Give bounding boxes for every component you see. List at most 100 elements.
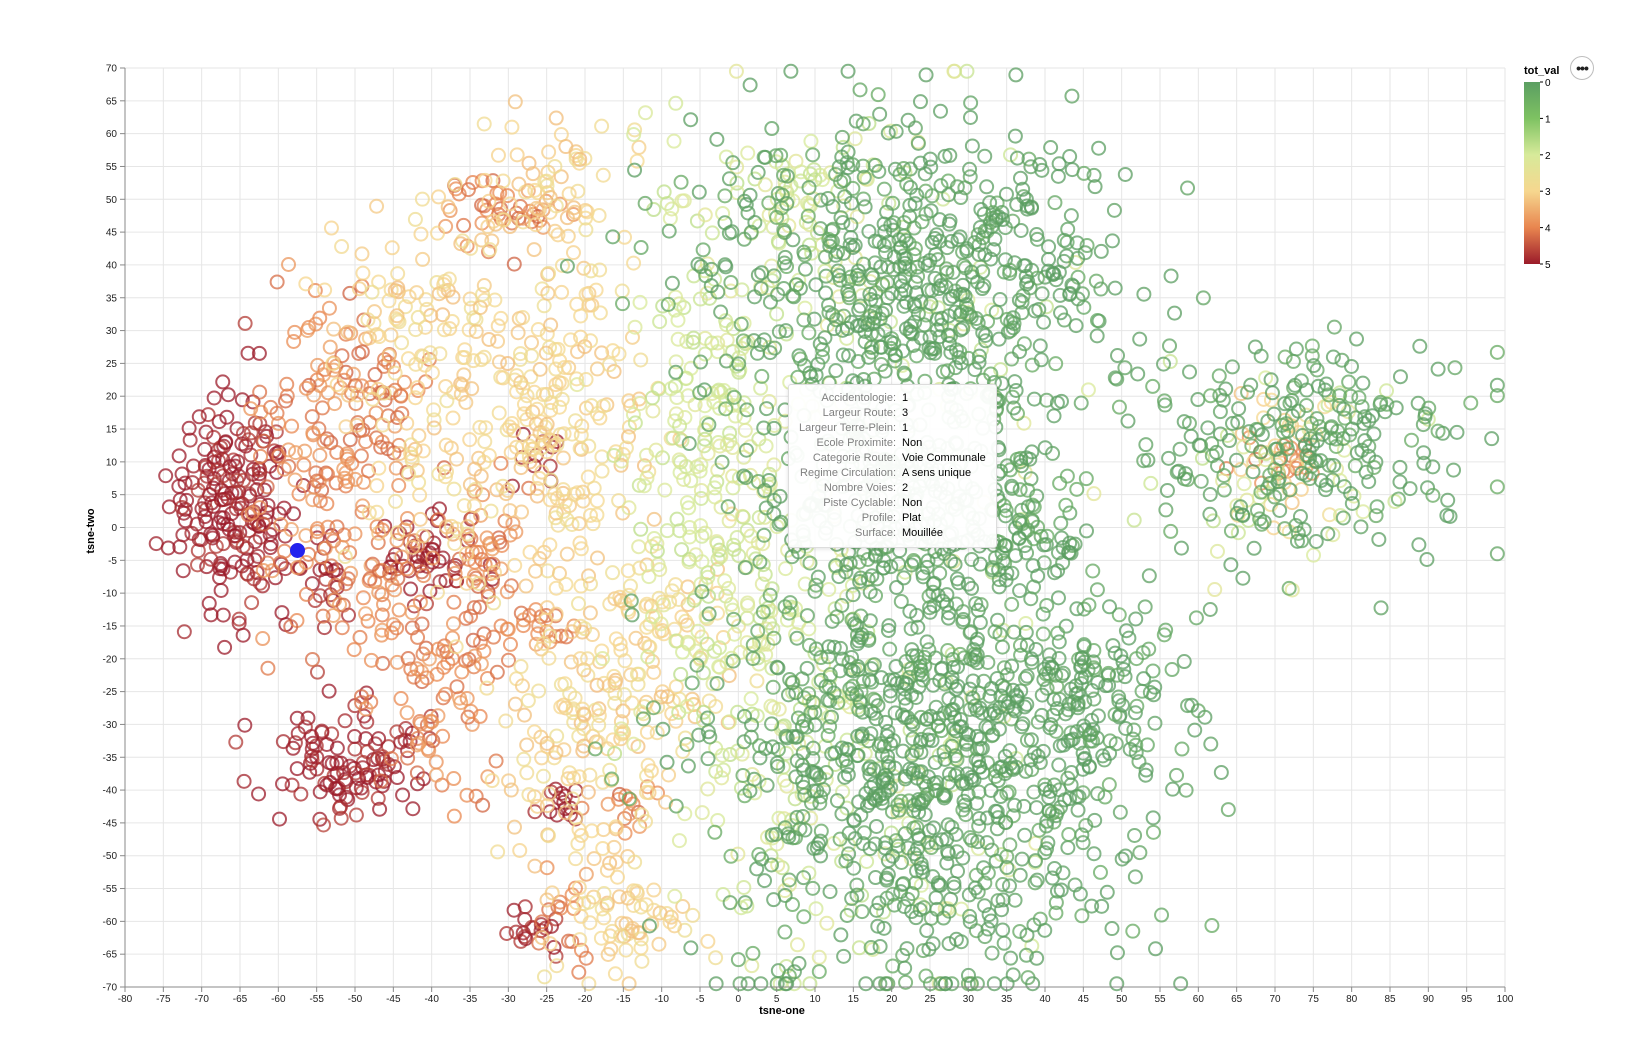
data-point[interactable] xyxy=(734,341,750,357)
data-point[interactable] xyxy=(329,519,345,535)
data-point[interactable] xyxy=(577,151,593,167)
data-point[interactable] xyxy=(466,310,482,326)
data-point[interactable] xyxy=(696,438,712,454)
data-point[interactable] xyxy=(721,513,737,529)
data-point[interactable] xyxy=(1193,473,1209,489)
data-point[interactable] xyxy=(472,599,488,615)
data-point[interactable] xyxy=(712,438,728,454)
data-point[interactable] xyxy=(675,899,691,915)
data-point[interactable] xyxy=(555,485,571,501)
data-point[interactable] xyxy=(878,244,894,260)
data-point[interactable] xyxy=(374,587,390,603)
data-point[interactable] xyxy=(673,666,689,682)
data-point[interactable] xyxy=(1005,389,1021,405)
data-point[interactable] xyxy=(425,550,441,566)
data-point[interactable] xyxy=(897,367,913,383)
data-point[interactable] xyxy=(751,847,767,863)
data-point[interactable] xyxy=(983,913,999,929)
data-point[interactable] xyxy=(695,242,711,258)
data-point[interactable] xyxy=(740,597,756,613)
data-point[interactable] xyxy=(363,652,379,668)
data-point[interactable] xyxy=(205,498,221,514)
data-point[interactable] xyxy=(629,666,645,682)
data-point[interactable] xyxy=(476,454,492,470)
data-point[interactable] xyxy=(400,750,416,766)
data-point[interactable] xyxy=(725,653,741,669)
data-point[interactable] xyxy=(751,510,767,526)
data-point[interactable] xyxy=(793,164,809,180)
data-point[interactable] xyxy=(604,771,620,787)
data-point[interactable] xyxy=(970,884,986,900)
data-point[interactable] xyxy=(596,675,612,691)
data-point[interactable] xyxy=(1335,510,1351,526)
data-point[interactable] xyxy=(968,867,984,883)
data-point[interactable] xyxy=(811,949,827,965)
data-point[interactable] xyxy=(729,159,745,175)
data-point[interactable] xyxy=(541,144,557,160)
data-point[interactable] xyxy=(1088,273,1104,289)
data-point[interactable] xyxy=(506,256,522,272)
data-point[interactable] xyxy=(698,609,714,625)
data-point[interactable] xyxy=(790,369,806,385)
data-point[interactable] xyxy=(991,331,1007,347)
data-point[interactable] xyxy=(652,314,668,330)
data-point[interactable] xyxy=(953,901,969,917)
data-point[interactable] xyxy=(729,175,745,191)
data-point[interactable] xyxy=(1078,471,1094,487)
data-point[interactable] xyxy=(1086,643,1102,659)
data-point[interactable] xyxy=(867,233,883,249)
data-point[interactable] xyxy=(1024,357,1040,373)
data-point[interactable] xyxy=(1200,420,1216,436)
data-point[interactable] xyxy=(796,690,812,706)
data-point[interactable] xyxy=(390,525,406,541)
data-point[interactable] xyxy=(361,330,377,346)
data-point[interactable] xyxy=(771,324,787,340)
data-point[interactable] xyxy=(710,335,726,351)
data-point[interactable] xyxy=(1182,364,1198,380)
data-point[interactable] xyxy=(873,357,889,373)
data-point[interactable] xyxy=(309,473,325,489)
data-point[interactable] xyxy=(499,925,515,941)
data-point[interactable] xyxy=(896,570,912,586)
data-point[interactable] xyxy=(355,590,371,606)
data-point[interactable] xyxy=(558,139,574,155)
data-point[interactable] xyxy=(543,784,559,800)
data-point[interactable] xyxy=(521,448,537,464)
data-point[interactable] xyxy=(582,605,598,621)
data-point[interactable] xyxy=(918,183,934,199)
data-point[interactable] xyxy=(1018,624,1034,640)
data-point[interactable] xyxy=(1489,546,1505,562)
data-point[interactable] xyxy=(799,660,815,676)
data-point[interactable] xyxy=(607,685,623,701)
data-point[interactable] xyxy=(602,762,618,778)
data-point[interactable] xyxy=(572,651,588,667)
data-point[interactable] xyxy=(655,721,671,737)
data-point[interactable] xyxy=(319,496,335,512)
data-point[interactable] xyxy=(405,801,421,817)
data-point[interactable] xyxy=(837,769,853,785)
data-point[interactable] xyxy=(1164,662,1180,678)
data-point[interactable] xyxy=(352,629,368,645)
data-point[interactable] xyxy=(611,889,627,905)
data-point[interactable] xyxy=(607,966,623,982)
data-point[interactable] xyxy=(507,94,523,110)
data-point[interactable] xyxy=(438,437,454,453)
data-point[interactable] xyxy=(870,87,886,103)
data-point[interactable] xyxy=(792,280,808,296)
data-point[interactable] xyxy=(1145,810,1161,826)
data-point[interactable] xyxy=(648,442,664,458)
data-point[interactable] xyxy=(1322,507,1338,523)
data-point[interactable] xyxy=(1114,851,1130,867)
data-point[interactable] xyxy=(995,212,1011,228)
data-point[interactable] xyxy=(674,609,690,625)
data-point[interactable] xyxy=(740,976,756,992)
data-point[interactable] xyxy=(1006,400,1022,416)
data-point[interactable] xyxy=(369,327,385,343)
data-point[interactable] xyxy=(371,274,387,290)
data-point[interactable] xyxy=(633,352,649,368)
data-point[interactable] xyxy=(445,616,461,632)
data-point[interactable] xyxy=(468,788,484,804)
data-point[interactable] xyxy=(371,460,387,476)
data-point[interactable] xyxy=(298,586,314,602)
data-point[interactable] xyxy=(325,607,341,623)
